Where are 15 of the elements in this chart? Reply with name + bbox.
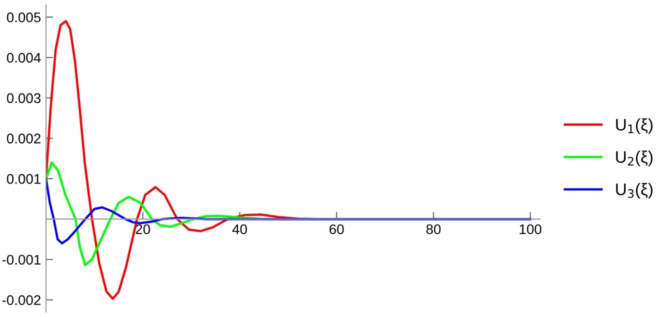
y-tick-label: 0.003 [6, 93, 41, 104]
legend-label: U$_{2}$(ξ) [616, 150, 652, 166]
y-tick-label: -0.002 [2, 295, 40, 306]
x-tick-label: 40 [232, 224, 247, 234]
y-tick-label: -0.001 [2, 254, 40, 265]
legend-label: U$_{1}$(ξ) [616, 118, 652, 134]
y-tick-label: 0.005 [6, 12, 41, 22]
y-tick-label: 0.004 [6, 52, 41, 63]
x-tick-label: 100 [520, 224, 542, 234]
x-tick-label: 60 [330, 224, 344, 234]
legend-label: U$_{3}$(ξ) [616, 183, 652, 199]
x-tick-label: 20 [136, 224, 150, 234]
x-tick-label: 80 [426, 224, 441, 234]
y-tick-label: 0.001 [6, 174, 40, 184]
y-tick-label: 0.002 [6, 134, 40, 144]
